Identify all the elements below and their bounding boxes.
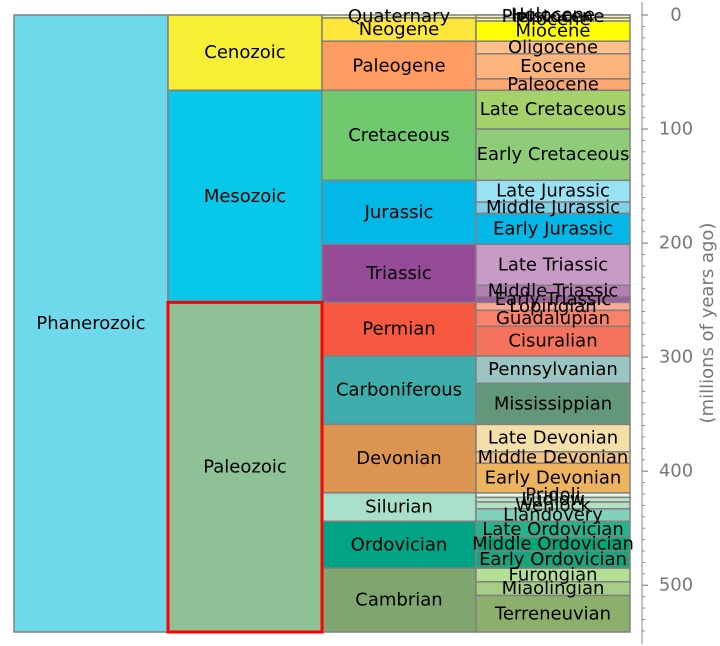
label-permian: Permian bbox=[362, 319, 435, 340]
cell-eocene bbox=[475, 53, 631, 80]
label-late-cretaceous: Late Cretaceous bbox=[480, 99, 626, 120]
label-triassic: Triassic bbox=[365, 263, 431, 284]
label-middle-jurassic: Middle Jurassic bbox=[486, 197, 620, 218]
chart-labels: Phanerozoic Cenozoic Mesozoic Paleozoic Quat… bbox=[36, 5, 634, 625]
label-pliocene: Pliocene bbox=[515, 9, 590, 30]
label-lopingian: Lopingian bbox=[509, 296, 596, 317]
label-quaternary: Quaternary bbox=[348, 6, 451, 27]
label-neogene: Neogene bbox=[359, 19, 440, 40]
label-paleozoic: Paleozoic bbox=[203, 457, 287, 478]
cell-late-cretaceous bbox=[475, 89, 631, 130]
label-paleocene: Paleocene bbox=[507, 74, 599, 95]
label-pleistocene: Pleistocene bbox=[502, 6, 605, 27]
label-mesozoic: Mesozoic bbox=[204, 186, 286, 207]
label-guadalupian: Guadalupian bbox=[496, 308, 610, 329]
cell-phanerozoic bbox=[13, 14, 169, 633]
label-cenozoic: Cenozoic bbox=[204, 42, 285, 63]
label-early-devonian: Early Devonian bbox=[485, 468, 622, 489]
label-ordovician: Ordovician bbox=[351, 534, 448, 555]
y-axis-label: (millions of years ago) bbox=[697, 223, 718, 424]
label-late-jurassic: Late Jurassic bbox=[496, 181, 610, 202]
cell-early-devonian bbox=[475, 462, 631, 494]
y-tick-label: 0 bbox=[670, 5, 681, 26]
label-cretaceous: Cretaceous bbox=[348, 125, 450, 146]
label-early-ordovician: Early Ordovician bbox=[479, 549, 627, 570]
label-early-cretaceous: Early Cretaceous bbox=[477, 144, 630, 165]
cell-devonian bbox=[321, 423, 477, 494]
label-paleogene: Paleogene bbox=[352, 55, 445, 76]
cell-mesozoic bbox=[167, 89, 323, 304]
label-mississippian: Mississippian bbox=[494, 393, 612, 414]
y-tick-label: 500 bbox=[659, 575, 693, 596]
label-early-triassic: Early Triassic bbox=[495, 289, 612, 310]
cell-late-triassic bbox=[475, 243, 631, 287]
label-devonian: Devonian bbox=[356, 448, 441, 469]
label-holocene: Holocene bbox=[511, 5, 595, 26]
y-tick-label: 300 bbox=[659, 347, 693, 368]
cell-jurassic bbox=[321, 179, 477, 245]
label-middle-devonian: Middle Devonian bbox=[478, 447, 629, 468]
label-pennsylvanian: Pennsylvanian bbox=[488, 359, 618, 380]
label-middle-triassic: Middle Triassic bbox=[488, 280, 619, 301]
y-tick-label: 400 bbox=[659, 461, 693, 482]
cell-early-jurassic bbox=[475, 212, 631, 245]
label-miocene: Miocene bbox=[516, 21, 591, 42]
cell-terreneuvian bbox=[475, 594, 631, 633]
y-tick-label: 100 bbox=[659, 119, 693, 140]
label-cambrian: Cambrian bbox=[355, 590, 442, 611]
label-jurassic: Jurassic bbox=[364, 202, 434, 223]
y-tick-label: 200 bbox=[659, 233, 693, 254]
label-phanerozoic: Phanerozoic bbox=[36, 313, 145, 334]
label-late-devonian: Late Devonian bbox=[488, 428, 618, 449]
label-middle-ordovician: Middle Ordovician bbox=[472, 534, 634, 555]
cell-paleozoic bbox=[167, 301, 323, 633]
label-silurian: Silurian bbox=[365, 497, 433, 518]
chart-highlight bbox=[166, 300, 324, 634]
label-eocene: Eocene bbox=[520, 56, 586, 77]
cell-mississippian bbox=[475, 382, 631, 426]
y-axis: 0 100 200 300 400 500 bbox=[641, 2, 693, 644]
cell-silurian bbox=[321, 492, 477, 523]
label-carboniferous: Carboniferous bbox=[336, 380, 462, 401]
label-miaolingian: Miaolingian bbox=[502, 578, 605, 599]
cell-pennsylvanian bbox=[475, 355, 631, 385]
label-terreneuvian: Terreneuvian bbox=[494, 603, 611, 624]
label-furongian: Furongian bbox=[508, 564, 597, 585]
label-wenlock: Wenlock bbox=[515, 495, 591, 516]
label-cisuralian: Cisuralian bbox=[508, 331, 597, 352]
label-late-triassic: Late Triassic bbox=[498, 254, 608, 275]
label-llandovery: Llandovery bbox=[503, 505, 603, 526]
label-ludlow: Ludlow bbox=[521, 489, 584, 510]
label-late-ordovician: Late Ordovician bbox=[482, 519, 624, 540]
highlight-paleozoic bbox=[166, 300, 324, 634]
cell-permian bbox=[321, 301, 477, 357]
cell-cenozoic bbox=[167, 14, 323, 92]
label-oligocene: Oligocene bbox=[508, 37, 598, 58]
cell-early-cretaceous bbox=[475, 128, 631, 182]
label-pridoli: Pridoli bbox=[525, 485, 580, 506]
cell-triassic bbox=[321, 243, 477, 304]
chart-cells bbox=[13, 14, 631, 633]
cell-cisuralian bbox=[475, 325, 631, 357]
label-early-jurassic: Early Jurassic bbox=[493, 218, 613, 239]
